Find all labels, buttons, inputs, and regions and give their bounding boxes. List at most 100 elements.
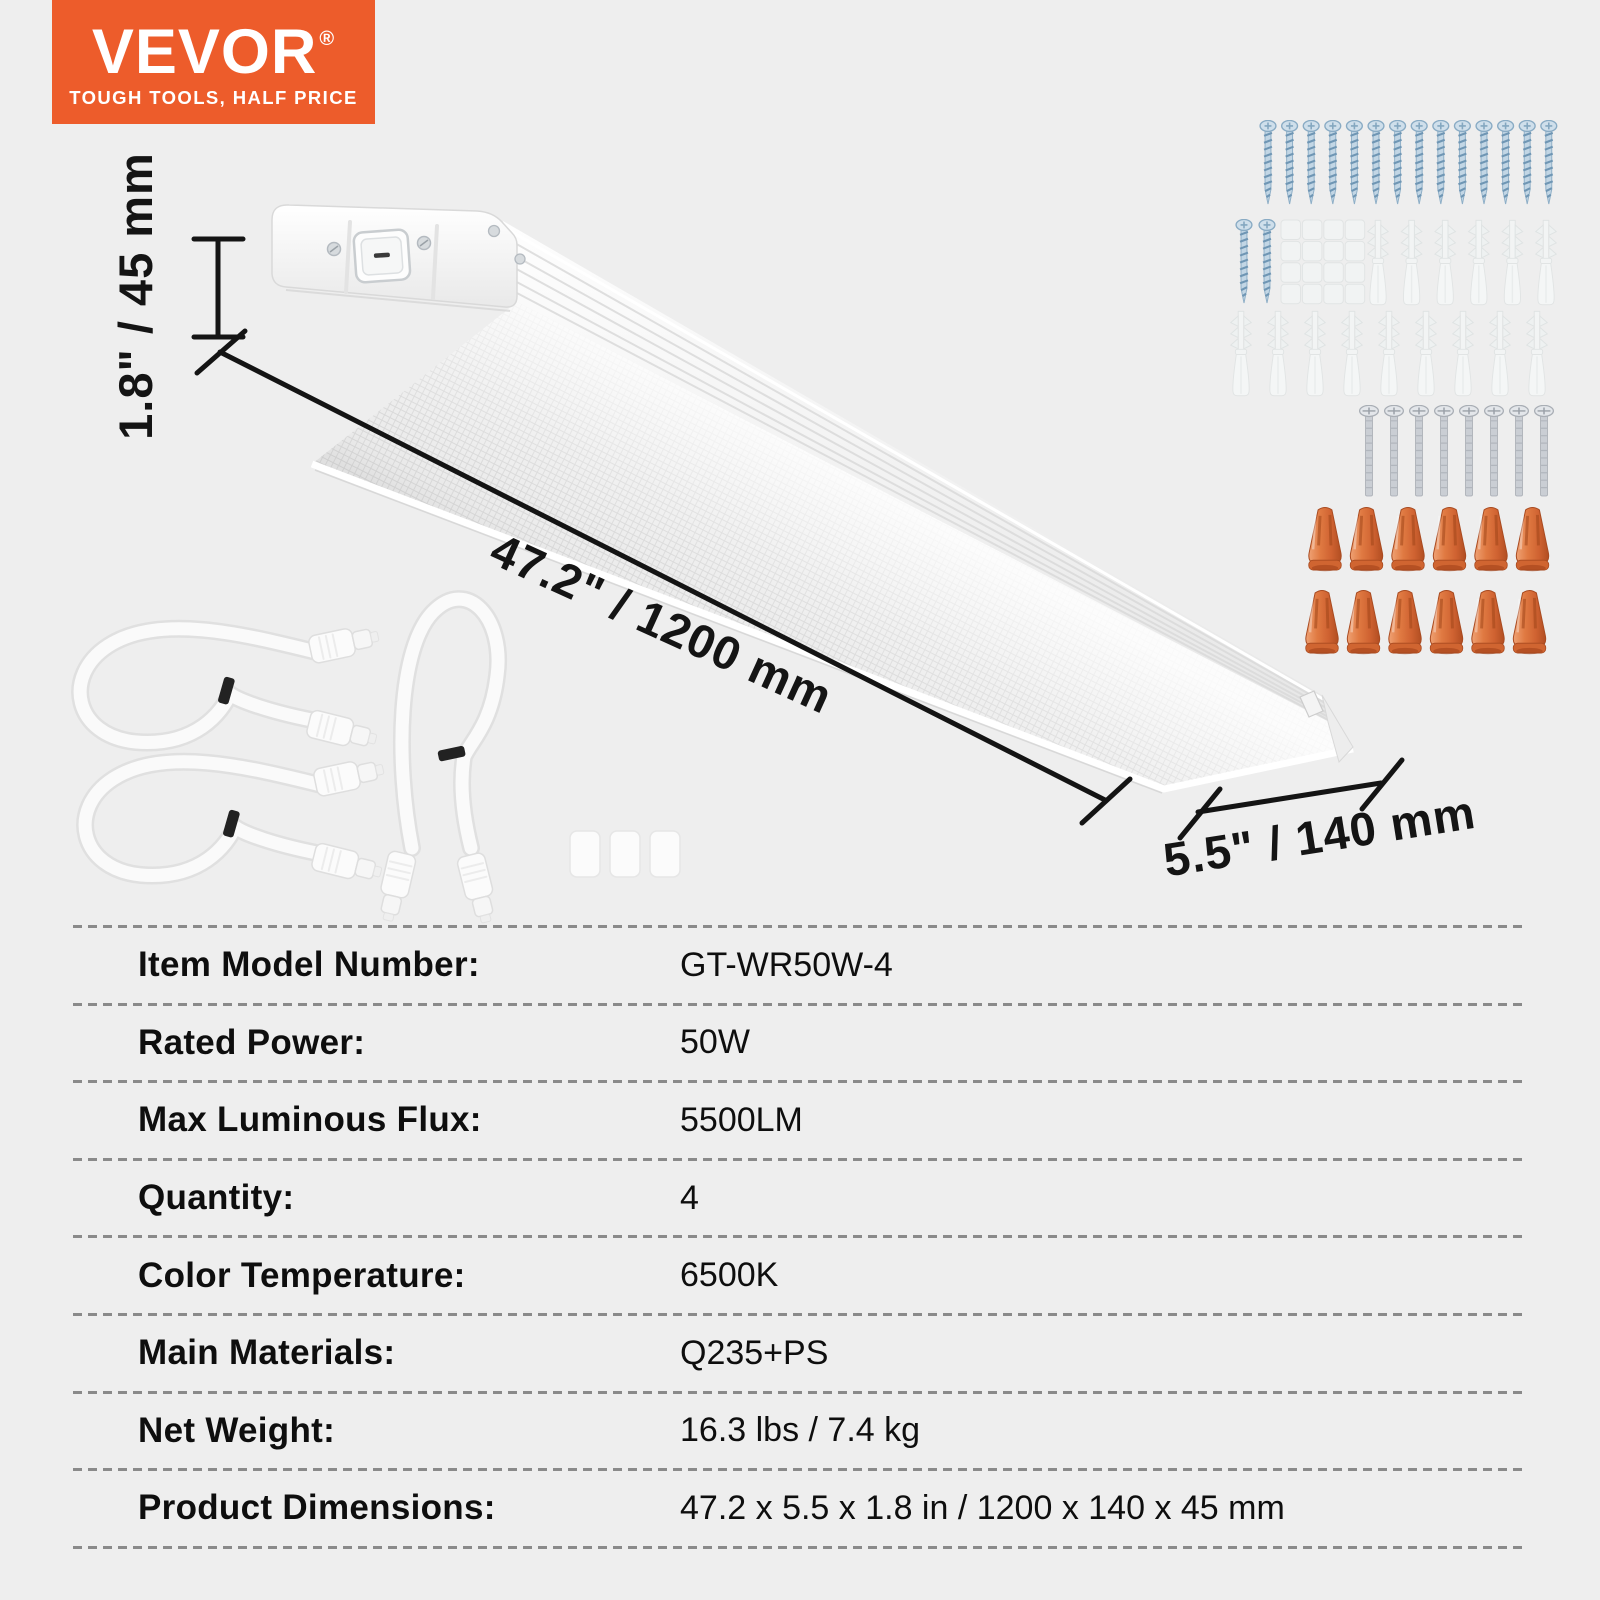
connector-socket: [352, 228, 412, 284]
table-divider: [73, 1235, 1527, 1239]
spec-row-color-temperature: Color Temperature: 6500K: [73, 1238, 1527, 1313]
mounting-clip: [1299, 690, 1324, 718]
product-illustration: 1.8" / 45 mm 47.2" / 1200 mm 5.5" / 140 …: [71, 120, 1558, 927]
spec-value: 6500K: [680, 1256, 779, 1295]
brand-tagline: TOUGH TOOLS, HALF PRICE: [69, 87, 358, 108]
adhesive-pad-icon: [1344, 219, 1366, 240]
wire-nut-icon: [1473, 506, 1509, 573]
spec-label: Quantity:: [138, 1178, 295, 1218]
mounting-screw-icon: [1258, 219, 1276, 305]
machine-screw-icon: [1533, 405, 1555, 497]
wall-anchor-icon: [1434, 219, 1457, 306]
mounting-screw-icon: [1259, 120, 1277, 206]
height-dimension-label: 1.8" / 45 mm: [109, 152, 162, 440]
wall-anchor-icon: [1229, 310, 1253, 397]
table-divider: [73, 1545, 1527, 1549]
mounting-screw-icon: [1388, 120, 1407, 206]
mounting-screw-icon: [1475, 120, 1493, 206]
mounting-screw-icon: [1302, 120, 1321, 206]
wall-anchor-icon: [1414, 310, 1438, 397]
mounting-screw-icon: [1539, 120, 1558, 206]
wire-nut-icon: [1307, 506, 1343, 573]
wall-anchor-icon: [1501, 219, 1524, 306]
wall-anchor-icon: [1467, 219, 1490, 306]
spec-row-materials: Main Materials: Q235+PS: [73, 1316, 1527, 1391]
wall-anchor-icon: [1377, 310, 1401, 397]
spec-label: Color Temperature:: [138, 1255, 466, 1295]
wall-anchor-icon: [1400, 219, 1423, 306]
adhesive-pad-icon: [1323, 262, 1344, 283]
adhesive-pad-icon: [1301, 240, 1323, 262]
cable-plug: [455, 850, 502, 927]
machine-screw-icon: [1358, 405, 1380, 497]
wall-anchor-icon: [1266, 310, 1290, 397]
mounting-screw-icon: [1367, 120, 1385, 206]
cable-plug: [309, 841, 386, 888]
end-cap-seams: [344, 220, 439, 300]
table-divider: [73, 1468, 1527, 1472]
adhesive-pad-icon: [1280, 262, 1301, 283]
wire-nut-icon: [1470, 589, 1506, 656]
linking-cables: [71, 590, 508, 927]
wall-anchor-icon: [1366, 219, 1390, 306]
table-divider: [73, 1390, 1527, 1394]
brand-wordmark: VEVOR: [91, 17, 318, 87]
cable-plug: [373, 849, 418, 925]
mounting-screw-icon: [1453, 120, 1472, 206]
machine-screw-icon: [1458, 405, 1480, 497]
wire-nut-icon: [1348, 506, 1385, 573]
adhesive-pad-icon: [1344, 262, 1366, 283]
wire-nut-icon: [1390, 506, 1426, 573]
wall-anchor-icon: [1340, 310, 1364, 397]
spec-row-power: Rated Power: 50W: [73, 1006, 1527, 1081]
brand-name: VEVOR ®: [52, 6, 375, 85]
table-divider: [73, 1312, 1527, 1316]
spec-row-quantity: Quantity: 4: [73, 1161, 1527, 1236]
machine-screw-icon: [1433, 405, 1455, 497]
end-cap-screws: [326, 224, 526, 265]
spec-label: Rated Power:: [138, 1022, 366, 1062]
cable-tie: [218, 676, 235, 705]
cable-plug: [304, 708, 381, 755]
cable-plug: [306, 621, 382, 666]
mounting-screw-icon: [1323, 120, 1342, 206]
linking-cable: [76, 752, 387, 888]
registered-mark: ®: [319, 28, 336, 50]
table-divider: [73, 1002, 1527, 1006]
spec-row-weight: Net Weight: 16.3 lbs / 7.4 kg: [73, 1394, 1527, 1469]
spec-label: Product Dimensions:: [138, 1488, 496, 1528]
adhesive-pad-icon: [1280, 240, 1301, 262]
mounting-screw-icon: [1431, 120, 1450, 206]
cable-plug: [311, 754, 387, 799]
table-divider: [73, 1157, 1527, 1161]
spec-value: 47.2 x 5.5 x 1.8 in / 1200 x 140 x 45 mm: [680, 1488, 1285, 1527]
mounting-screw-icon: [1345, 120, 1364, 206]
end-cap-shadow: [285, 289, 511, 312]
wall-anchor-icon: [1451, 310, 1475, 397]
shop-light-product-image: [271, 204, 1354, 794]
wall-anchor-icon: [1488, 310, 1512, 397]
wire-nut-icon: [1428, 589, 1465, 656]
wire-nut-icon: [1511, 589, 1548, 656]
spec-label: Max Luminous Flux:: [138, 1100, 482, 1140]
cable-sleeve-icon: [569, 830, 601, 878]
adhesive-pad-icon: [1301, 262, 1323, 283]
lens-sheen: [312, 302, 1353, 789]
machine-screw-icon: [1508, 405, 1530, 497]
mounting-screw-icon: [1235, 219, 1253, 305]
machine-screw-icon: [1408, 405, 1430, 497]
adhesive-pad-icon: [1323, 283, 1344, 305]
table-divider: [73, 925, 1527, 928]
width-dimension-label: 5.5" / 140 mm: [1160, 785, 1479, 887]
mounting-screw-icon: [1496, 120, 1515, 206]
cable-sleeves: [569, 830, 681, 878]
spec-value: GT-WR50W-4: [680, 945, 893, 984]
lens-rim-shadow: [314, 469, 1163, 794]
spec-value: 5500LM: [680, 1100, 803, 1139]
adhesive-pad-icon: [1323, 219, 1344, 240]
wire-nut-icon: [1431, 506, 1468, 573]
hardware-kit: [1229, 120, 1558, 656]
rail-highlight: [504, 226, 1324, 701]
cable-sleeve-icon: [649, 830, 681, 878]
